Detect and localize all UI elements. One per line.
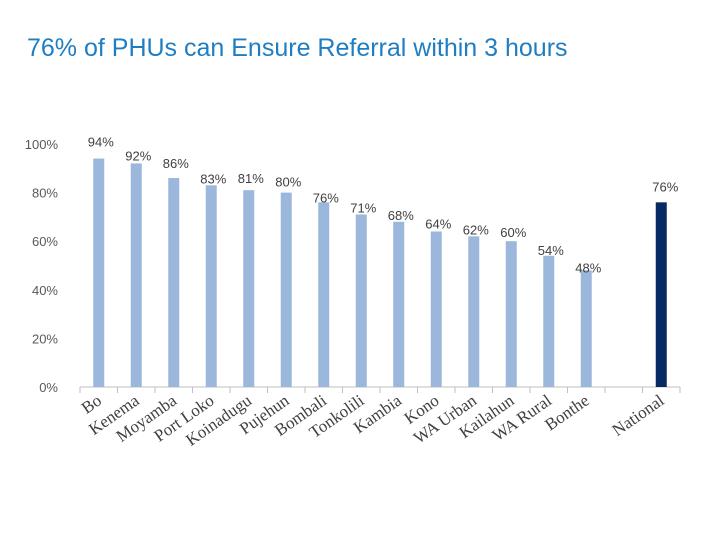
data-label-wa-rural: 54% [538,243,564,258]
bar-moyamba [168,178,180,387]
data-label-bombali: 76% [313,190,339,205]
data-label-wa-urban: 62% [463,222,489,237]
y-tick-label: 80% [32,186,58,201]
bar-national [655,202,667,387]
data-label-koinadugu: 81% [238,171,264,186]
data-label-kailahun: 60% [500,225,526,240]
bar-kenema [130,163,142,387]
y-tick-label: 0% [39,380,58,395]
data-label-bonthe: 48% [575,260,601,275]
y-tick-label: 100% [25,137,59,152]
y-tick-label: 40% [32,283,58,298]
data-label-bo: 94% [88,135,114,150]
bar-koinadugu [243,190,255,387]
category-label-national: National [609,391,668,440]
data-label-moyamba: 86% [163,156,189,171]
data-label-national: 76% [652,179,678,194]
data-label-tonkolili: 71% [350,200,376,215]
bar-bonthe [580,270,592,387]
bar-bombali [318,202,330,387]
bar-wa-rural [543,255,555,387]
bar-kailahun [505,241,517,387]
y-tick-label: 20% [32,331,58,346]
category-label-bonthe: Bonthe [541,391,592,435]
chart-title: 76% of PHUs can Ensure Referral within 3… [27,34,568,62]
bar-tonkolili [355,214,367,387]
bar-kambia [393,221,405,387]
data-label-port-loko: 83% [200,171,226,186]
data-label-kenema: 92% [125,148,151,163]
data-label-kambia: 68% [388,208,414,223]
data-label-pujehun: 80% [275,175,301,190]
data-label-kono: 64% [425,216,451,231]
bar-pujehun [280,192,292,387]
bar-port-loko [205,185,217,387]
bar-wa-urban [468,236,480,387]
bar-kono [430,231,442,387]
bar-bo [93,158,105,387]
y-tick-label: 60% [32,234,58,249]
